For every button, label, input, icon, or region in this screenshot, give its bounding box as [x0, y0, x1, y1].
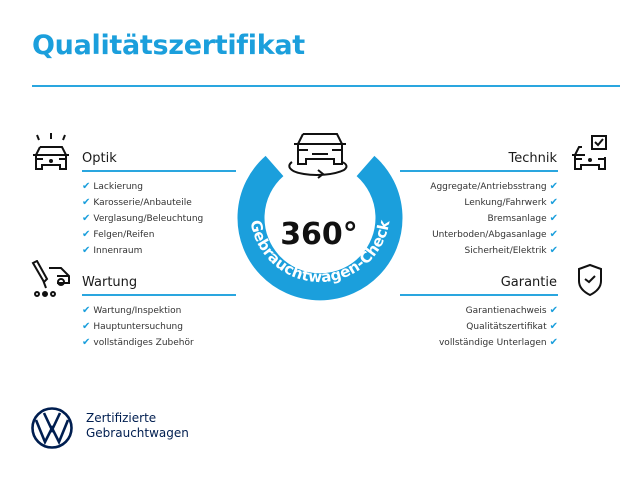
title-divider	[32, 85, 620, 87]
vw-logo	[30, 406, 74, 454]
check-icon: ✔	[82, 305, 91, 316]
check-icon: ✔	[82, 337, 91, 348]
check-icon: ✔	[549, 181, 558, 192]
check-icon: ✔	[549, 321, 558, 332]
ring-arc	[237, 155, 403, 301]
check-icon: ✔	[549, 213, 558, 224]
technik-list: Aggregate/Antriebsstrang ✔ Lenkung/Fahrwe…	[430, 179, 558, 259]
list-item: Lenkung/Fahrwerk ✔	[464, 197, 558, 208]
wartung-divider	[82, 294, 236, 296]
check-icon: ✔	[82, 245, 91, 256]
check-icon: ✔	[549, 337, 558, 348]
check-icon: ✔	[82, 213, 91, 224]
wartung-list: ✔ Wartung/Inspektion ✔ Hauptuntersuchung ✔…	[82, 303, 194, 351]
section-title-optik: Optik	[82, 151, 117, 166]
optik-list: ✔ Lackierung ✔ Karosserie/Anbauteile ✔ Verg…	[82, 179, 203, 259]
car-checklist-icon	[570, 134, 610, 174]
list-item: ✔ Felgen/Reifen	[82, 229, 155, 240]
list-item: Garantienachweis ✔	[465, 305, 558, 316]
check-icon: ✔	[82, 229, 91, 240]
check-icon: ✔	[549, 305, 558, 316]
list-item: Bremsanlage ✔	[487, 213, 558, 224]
list-item: ✔ Innenraum	[82, 245, 143, 256]
degree-value: 360°	[280, 217, 358, 252]
list-item: Unterboden/Abgasanlage ✔	[432, 229, 558, 240]
garantie-list: Garantienachweis ✔ Qualitätszertifikat ✔ v…	[439, 303, 558, 351]
list-item: ✔ Karosserie/Anbauteile	[82, 197, 192, 208]
car-lights-icon	[30, 133, 72, 173]
maintenance-van-icon	[31, 260, 73, 298]
shield-check-icon	[576, 263, 604, 297]
page-title: Qualitätszertifikat	[32, 30, 305, 61]
check-icon: ✔	[82, 197, 91, 208]
list-item: Sicherheit/Elektrik ✔	[464, 245, 558, 256]
section-title-technik: Technik	[508, 151, 558, 166]
rotating-car-icon	[288, 133, 348, 179]
check-icon: ✔	[82, 321, 91, 332]
check-icon: ✔	[549, 229, 558, 240]
list-item: ✔ Wartung/Inspektion	[82, 305, 182, 316]
check-icon: ✔	[549, 197, 558, 208]
optik-divider	[82, 170, 236, 172]
list-item: Aggregate/Antriebsstrang ✔	[430, 181, 558, 192]
list-item: ✔ Hauptuntersuchung	[82, 321, 183, 332]
list-item: Qualitätszertifikat ✔	[466, 321, 558, 332]
check-icon: ✔	[549, 245, 558, 256]
brand-name: Zertifizierte Gebrauchtwagen	[86, 411, 189, 440]
section-title-wartung: Wartung	[82, 275, 138, 290]
section-title-garantie: Garantie	[500, 275, 557, 290]
check-icon: ✔	[82, 181, 91, 192]
check-360-badge: Gebrauchtwagen-Check 360°	[237, 133, 403, 301]
list-item: ✔ vollständiges Zubehör	[82, 337, 194, 348]
list-item: ✔ Verglasung/Beleuchtung	[82, 213, 204, 224]
technik-divider	[400, 170, 558, 172]
list-item: vollständige Unterlagen ✔	[438, 337, 558, 348]
garantie-divider	[400, 294, 558, 296]
list-item: ✔ Lackierung	[82, 181, 143, 192]
